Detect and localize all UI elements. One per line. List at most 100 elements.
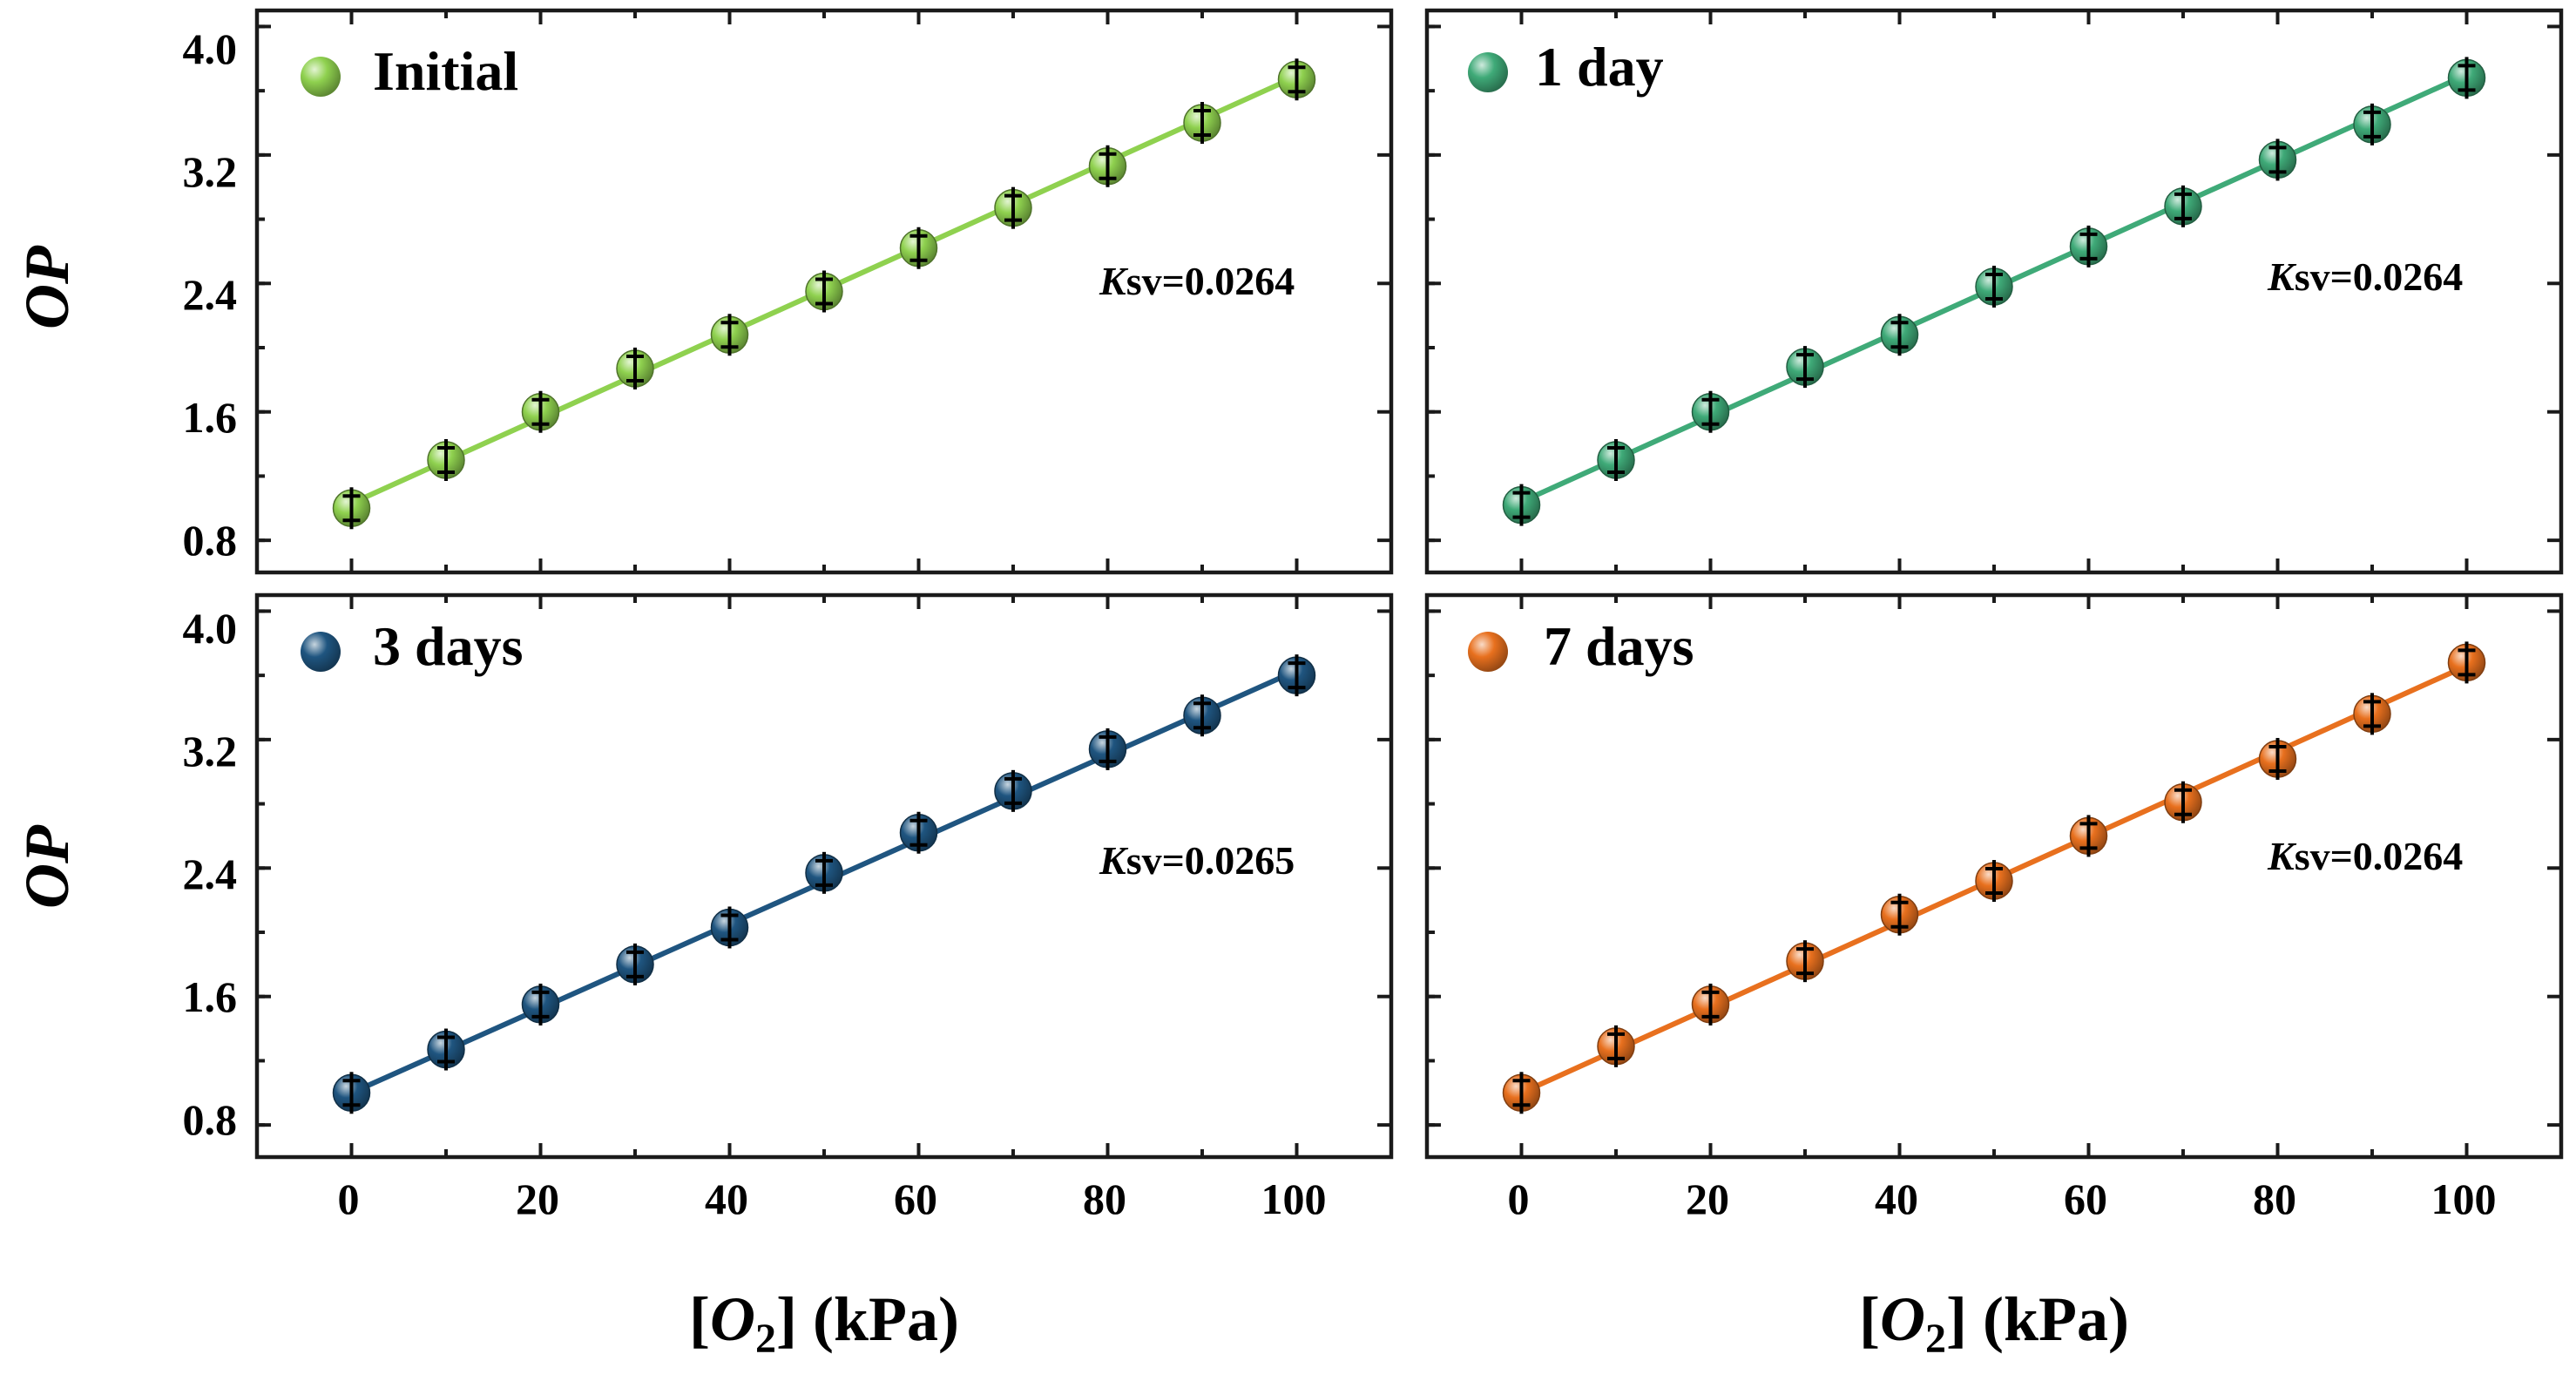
data-point: [710, 314, 749, 356]
ksv-value: sv=0.0265: [1126, 838, 1295, 883]
data-point: [1502, 1072, 1541, 1114]
x-axis-species: O: [710, 1284, 755, 1354]
x-axis-bracket-open: [: [1859, 1284, 1880, 1354]
data-point: [1277, 654, 1316, 697]
data-point: [805, 851, 843, 894]
data-point: [1786, 346, 1824, 389]
ksv-prefix: K: [1099, 838, 1129, 883]
data-point: [1880, 314, 1919, 356]
data-layer: [257, 10, 1391, 572]
data-point: [427, 1028, 465, 1071]
x-axis-subscript: 2: [755, 1316, 776, 1362]
y-tick-label: 1.6: [183, 393, 238, 442]
data-point: [1691, 983, 1730, 1026]
y-tick-label: 2.4: [183, 270, 238, 319]
ksv-prefix: K: [1099, 259, 1129, 303]
y-tick-label: 4.0: [183, 604, 238, 653]
axis-ticks: [257, 10, 1391, 572]
data-point: [805, 270, 843, 313]
legend-label: 7 days: [1544, 615, 1694, 677]
data-point: [2069, 815, 2108, 857]
axis-ticks: [1427, 595, 2561, 1157]
panel-7-days: 7 days Ksv=0.0264 0 20 40 60 80 100: [1424, 592, 2564, 1223]
x-tick-label: 0: [338, 1175, 360, 1223]
data-layer: [1427, 595, 2561, 1157]
x-tick-label: 20: [516, 1175, 559, 1223]
data-point: [1183, 694, 1221, 737]
data-point: [1880, 893, 1919, 936]
x-tick-labels: 0 20 40 60 80 100: [338, 1175, 1327, 1223]
x-tick-label: 40: [705, 1175, 748, 1223]
x-tick-label: 40: [1875, 1175, 1918, 1223]
y-tick-label: 3.2: [183, 147, 238, 196]
legend-marker: [1468, 632, 1508, 672]
ksv-prefix: K: [2267, 834, 2297, 878]
data-point: [1277, 58, 1316, 101]
data-point: [521, 983, 560, 1026]
legend-label: Initial: [373, 40, 518, 102]
axis-ticks: [257, 595, 1391, 1157]
data-point: [2164, 781, 2202, 823]
data-point: [710, 906, 749, 949]
data-point: [1088, 728, 1127, 770]
x-tick-label: 100: [1261, 1175, 1327, 1223]
data-point: [2447, 641, 2486, 684]
x-tick-label: 80: [1083, 1175, 1126, 1223]
x-axis-bracket-open: [: [689, 1284, 710, 1354]
x-axis-bracket-close: ]: [776, 1284, 797, 1354]
ksv-value: sv=0.0264: [1126, 259, 1295, 303]
y-tick-labels: 4.0 3.2 2.4 1.6 0.8: [183, 604, 238, 1144]
x-tick-label: 0: [1508, 1175, 1530, 1223]
ksv-annotation: Ksv=0.0265: [1099, 838, 1295, 883]
y-tick-label: 1.6: [183, 972, 238, 1021]
y-tick-label: 0.8: [183, 516, 238, 565]
data-point: [332, 487, 371, 530]
data-point: [616, 347, 654, 389]
data-point: [1597, 1025, 1635, 1067]
legend-marker: [1468, 52, 1508, 92]
y-tick-label: 0.8: [183, 1095, 238, 1144]
data-point: [616, 943, 654, 985]
data-point: [2258, 139, 2297, 181]
legend: 1 day: [1468, 36, 1664, 98]
panel-1-day: 1 day Ksv=0.0264: [1424, 8, 2564, 575]
x-axis-unit: (kPa): [797, 1284, 959, 1354]
legend: Initial: [301, 40, 518, 102]
panel-initial: Initial Ksv=0.0264 4.0 3.2 2.4 1.6 0.8: [183, 8, 1394, 575]
x-axis-species: O: [1880, 1284, 1925, 1354]
data-point: [1502, 484, 1541, 526]
data-point: [1691, 390, 1730, 433]
data-layer: [257, 595, 1391, 1157]
legend-label: 3 days: [373, 615, 524, 677]
legend: 3 days: [301, 615, 524, 677]
data-point: [427, 439, 465, 481]
y-axis-title: OP: [12, 824, 82, 909]
x-tick-label: 80: [2253, 1175, 2296, 1223]
data-point: [1088, 145, 1127, 187]
legend-marker: [301, 57, 341, 97]
data-point: [2258, 737, 2297, 780]
y-tick-label: 3.2: [183, 727, 238, 775]
data-point: [899, 227, 938, 269]
data-point: [1975, 265, 2013, 308]
panel-3-days: 3 days Ksv=0.0265 4.0 3.2 2.4 1.6 0.8 0 …: [183, 592, 1394, 1223]
ksv-annotation: Ksv=0.0264: [2267, 834, 2463, 878]
x-axis-unit: (kPa): [1967, 1284, 2129, 1354]
data-point: [2447, 57, 2486, 99]
data-point: [2164, 185, 2202, 227]
data-point: [994, 186, 1032, 229]
data-point: [2353, 693, 2391, 735]
x-axis-title: [O2] (kPa): [1859, 1284, 2129, 1362]
data-point: [1183, 102, 1221, 144]
ksv-annotation: Ksv=0.0264: [1099, 259, 1295, 303]
x-tick-label: 20: [1686, 1175, 1729, 1223]
data-point: [1975, 860, 2013, 903]
ksv-annotation: Ksv=0.0264: [2267, 254, 2463, 299]
data-point: [521, 390, 560, 433]
x-tick-label: 60: [894, 1175, 937, 1223]
ksv-value: sv=0.0264: [2295, 834, 2464, 878]
x-tick-label: 60: [2064, 1175, 2107, 1223]
legend-marker: [301, 632, 341, 672]
data-point: [1597, 439, 1635, 481]
